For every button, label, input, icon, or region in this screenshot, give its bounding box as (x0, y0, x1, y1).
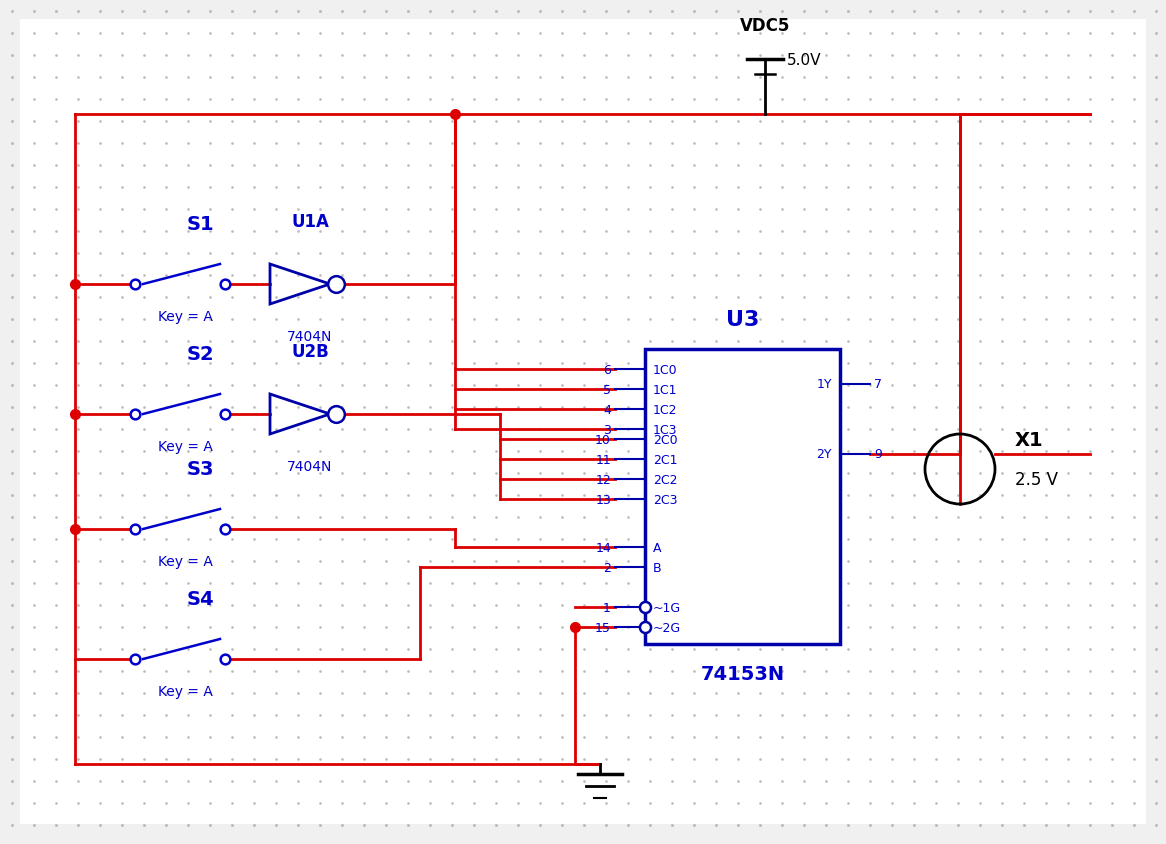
Text: Key = A: Key = A (157, 310, 212, 323)
Text: U3: U3 (725, 310, 759, 330)
Text: 1Y: 1Y (816, 378, 833, 391)
Text: ~2G: ~2G (653, 621, 681, 634)
Text: 1C0: 1C0 (653, 363, 677, 376)
Text: U2B: U2B (292, 343, 329, 360)
Text: U1A: U1A (292, 213, 329, 230)
Text: 3: 3 (603, 423, 611, 436)
Text: 4: 4 (603, 403, 611, 416)
Text: 2C3: 2C3 (653, 493, 677, 506)
Text: 15: 15 (595, 621, 611, 634)
Text: 5.0V: 5.0V (787, 52, 822, 68)
Text: S4: S4 (187, 589, 213, 609)
Text: 1C1: 1C1 (653, 383, 677, 396)
Text: S1: S1 (187, 214, 213, 234)
Text: 11: 11 (596, 453, 611, 466)
Text: 1: 1 (603, 601, 611, 614)
Bar (645, 349, 840, 644)
Text: 2C2: 2C2 (653, 473, 677, 486)
Text: VDC5: VDC5 (739, 17, 791, 35)
Text: 74153N: 74153N (701, 665, 785, 684)
Text: 7: 7 (874, 378, 881, 391)
Text: 5: 5 (603, 383, 611, 396)
Text: 7404N: 7404N (287, 459, 332, 473)
Text: 10: 10 (595, 433, 611, 446)
Text: 1C3: 1C3 (653, 423, 677, 436)
Text: 12: 12 (596, 473, 611, 486)
Text: B: B (653, 560, 661, 574)
Text: 6: 6 (603, 363, 611, 376)
Text: A: A (653, 541, 661, 554)
Text: S2: S2 (187, 344, 213, 364)
Text: 14: 14 (596, 541, 611, 554)
Text: 2Y: 2Y (816, 448, 833, 461)
Text: 7404N: 7404N (287, 330, 332, 344)
Text: 1C2: 1C2 (653, 403, 677, 416)
Text: ~1G: ~1G (653, 601, 681, 614)
Text: 9: 9 (874, 448, 881, 461)
Text: 2.5 V: 2.5 V (1014, 470, 1058, 489)
Text: X1: X1 (1014, 430, 1044, 449)
Text: Key = A: Key = A (157, 440, 212, 453)
Text: 2C1: 2C1 (653, 453, 677, 466)
Text: 2: 2 (603, 560, 611, 574)
Text: Key = A: Key = A (157, 684, 212, 698)
Text: S3: S3 (187, 459, 213, 479)
Text: 13: 13 (596, 493, 611, 506)
Text: Key = A: Key = A (157, 555, 212, 568)
Text: 2C0: 2C0 (653, 433, 677, 446)
